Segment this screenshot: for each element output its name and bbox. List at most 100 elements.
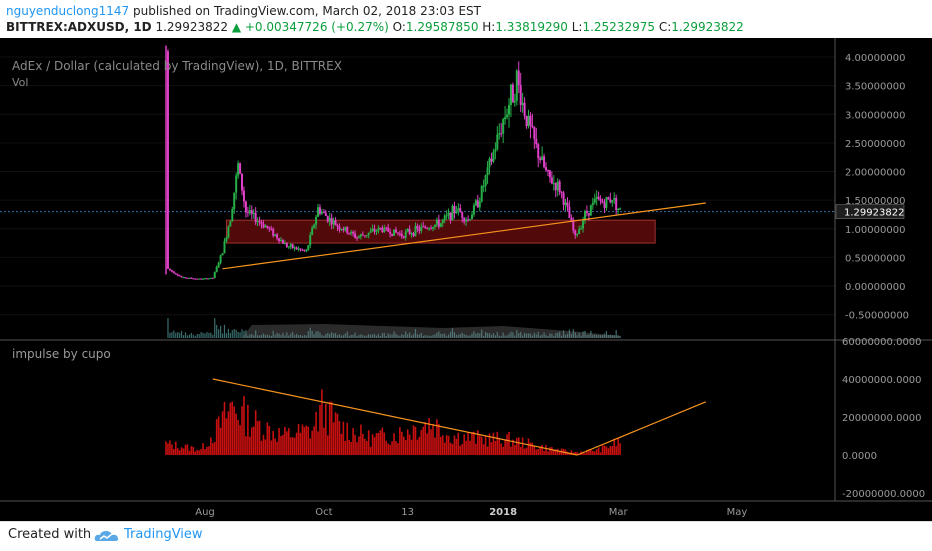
candle-body: [176, 274, 179, 276]
impulse-bar: [301, 424, 304, 455]
volume-bar: [284, 335, 286, 338]
candle-body: [603, 202, 606, 208]
candle-body: [511, 84, 514, 103]
time-tick-label: Aug: [195, 507, 215, 518]
candle-body: [166, 51, 169, 269]
impulse-bar: [225, 418, 228, 455]
candle-body: [383, 227, 386, 233]
candle-body: [558, 181, 561, 192]
candle-body: [478, 201, 481, 208]
volume-bar: [605, 330, 608, 338]
candle-body: [568, 206, 571, 218]
candle-body: [266, 225, 269, 228]
volume-bar: [568, 329, 571, 338]
volume-bar: [370, 334, 372, 338]
candle-body: [242, 190, 245, 202]
volume-bar: [601, 335, 604, 338]
impulse-bar: [219, 427, 222, 455]
volume-bar: [264, 334, 267, 338]
impulse-bar: [595, 449, 598, 455]
impulse-bar: [180, 447, 183, 455]
candle-body: [584, 211, 586, 221]
chart-canvas[interactable]: AdEx / Dollar (calculated by TradingView…: [0, 38, 932, 521]
candle-body: [435, 219, 438, 225]
impulse-bar: [469, 440, 471, 455]
volume-bar: [527, 333, 530, 338]
tradingview-link[interactable]: TradingView: [124, 527, 203, 542]
volume-bar: [490, 335, 493, 338]
volume-bar: [607, 335, 609, 338]
volume-bar: [418, 334, 420, 338]
volume-bar: [331, 332, 333, 338]
candle-body: [469, 219, 472, 221]
impulse-bar: [346, 422, 349, 455]
volume-bar: [442, 333, 444, 338]
impulse-bar: [582, 451, 584, 455]
volume-bar: [295, 333, 298, 338]
volume-bar: [555, 333, 557, 338]
candle-body: [484, 175, 487, 187]
impulse-bar: [393, 433, 395, 455]
candle-body: [248, 210, 251, 214]
candle-body: [219, 255, 222, 263]
volume-bar: [280, 335, 282, 338]
volume-bar: [562, 330, 565, 338]
time-tick-label: Oct: [315, 507, 332, 518]
candle-body: [554, 183, 557, 191]
impulse-bar: [323, 427, 325, 455]
candle-body: [254, 212, 257, 223]
candle-body: [504, 117, 507, 120]
low-label: L:: [571, 20, 583, 34]
impulse-bar: [591, 451, 594, 455]
volume-bar: [258, 335, 261, 338]
impulse-bar: [317, 431, 319, 455]
impulse-bar: [613, 438, 616, 455]
volume-bar: [371, 334, 374, 338]
volume-bar: [506, 335, 508, 338]
candle-body: [231, 209, 234, 222]
impulse-bar: [477, 430, 479, 455]
candle-body: [426, 228, 429, 230]
impulse-bar: [397, 443, 399, 455]
impulse-bar: [490, 442, 493, 455]
volume-bar: [247, 335, 249, 338]
price-tag: 1.29923822: [835, 204, 904, 219]
candle-body: [385, 227, 388, 229]
change-value: ▲ +0.00347726 (+0.27%): [231, 20, 389, 34]
volume-bar: [586, 334, 588, 338]
candle-body: [192, 278, 195, 280]
author-link[interactable]: nguyenduclong1147: [6, 4, 130, 18]
impulse-bar: [174, 441, 177, 455]
last-price: 1.29923822: [155, 20, 228, 34]
impulse-bar: [319, 405, 321, 455]
volume-bar: [182, 335, 185, 338]
impulse-bar: [434, 437, 436, 455]
impulse-bar: [455, 438, 458, 455]
volume-bar: [477, 332, 479, 338]
volume-bar: [225, 333, 228, 338]
volume-bar: [467, 335, 469, 338]
candle-body: [168, 268, 171, 271]
candle-body: [541, 156, 544, 161]
impulse-bar: [196, 449, 199, 455]
volume-bar: [498, 335, 500, 338]
impulse-bar: [249, 436, 251, 455]
volume-bar: [260, 334, 263, 338]
volume-bar: [479, 333, 481, 338]
volume-bar: [619, 335, 621, 338]
volume-bar: [449, 331, 452, 338]
candle-body: [297, 248, 300, 250]
candle-body: [531, 125, 534, 128]
impulse-bar: [254, 410, 257, 455]
open-label: O:: [392, 20, 406, 34]
impulse-bar: [385, 440, 388, 455]
price-trendline: [222, 202, 706, 270]
volume-bar: [461, 332, 463, 338]
candle-body: [344, 226, 347, 231]
impulse-bar: [305, 425, 308, 455]
impulse-bar: [194, 451, 197, 455]
candle-body: [619, 208, 622, 210]
candle-body: [523, 102, 526, 116]
price-tick-label: 2.50000000: [845, 139, 905, 150]
volume-bar: [465, 334, 467, 338]
